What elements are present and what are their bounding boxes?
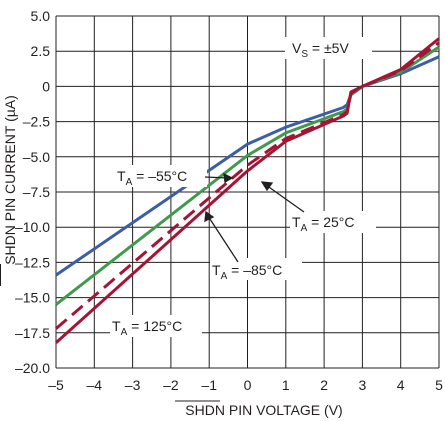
x-tick-label-0: –5 (48, 377, 64, 393)
arrow-ta-m85 (207, 215, 239, 263)
arrowhead-ta-25 (260, 181, 274, 192)
y-tick-label-7: –12.5 (15, 254, 50, 270)
tick-labels: –5 –4 –3 –2 –1 0 1 2 3 4 5 5.0 2.5 0 –2.5 –5.0 –7.5 –10.0… (15, 8, 443, 393)
ta-125-label: TA = 125°C (112, 318, 182, 338)
grid (55, 15, 440, 369)
y-tick-label-5: –7.5 (23, 184, 50, 200)
y-tick-label-10: –20.0 (15, 360, 50, 376)
y-tick-label-9: –17.5 (15, 325, 50, 341)
x-tick-label-5: 0 (244, 377, 252, 393)
y-axis-title: SHDN PIN CURRENT (µA) (2, 95, 18, 265)
x-tick-label-9: 4 (397, 377, 405, 393)
y-tick-label-2: 0 (42, 78, 50, 94)
y-tick-label-3: –2.5 (23, 114, 50, 130)
x-tick-label-6: 1 (282, 377, 290, 393)
arrowhead-ta-m55 (223, 172, 234, 184)
arrow-ta-25 (265, 184, 305, 213)
x-tick-label-8: 3 (359, 377, 367, 393)
y-tick-label-1: 2.5 (31, 43, 51, 59)
x-tick-label-10: 5 (435, 377, 443, 393)
leader-arrows (204, 172, 305, 263)
ta-m85-label-bg (210, 258, 302, 280)
x-tick-label-4: –1 (201, 377, 217, 393)
x-tick-label-3: –2 (163, 377, 179, 393)
y-tick-label-4: –5.0 (23, 149, 50, 165)
x-tick-label-2: –3 (125, 377, 141, 393)
x-tick-label-1: –4 (87, 377, 103, 393)
ta-25-label: TA = 25°C (292, 214, 354, 234)
y-tick-label-8: –15.0 (15, 290, 50, 306)
vs-label: VS = ±5V (292, 40, 349, 60)
series-line-3 (54, 37, 440, 344)
ta-m55-label: TA = –55°C (117, 168, 187, 188)
ta-m55-label-bg (115, 165, 207, 187)
series-group (54, 37, 440, 344)
y-tick-label-6: –10.0 (15, 219, 50, 235)
ta-125-label-bg (110, 315, 202, 337)
arrowhead-ta-m85 (204, 210, 215, 223)
ta-m85-label: TA = –85°C (212, 262, 282, 282)
y-tick-label-0: 5.0 (31, 8, 51, 24)
x-tick-label-7: 2 (320, 377, 328, 393)
x-axis-title: SHDN PIN VOLTAGE (V) (185, 402, 342, 418)
ta-25-label-bg (290, 211, 376, 233)
vs-label-bg (285, 37, 372, 59)
